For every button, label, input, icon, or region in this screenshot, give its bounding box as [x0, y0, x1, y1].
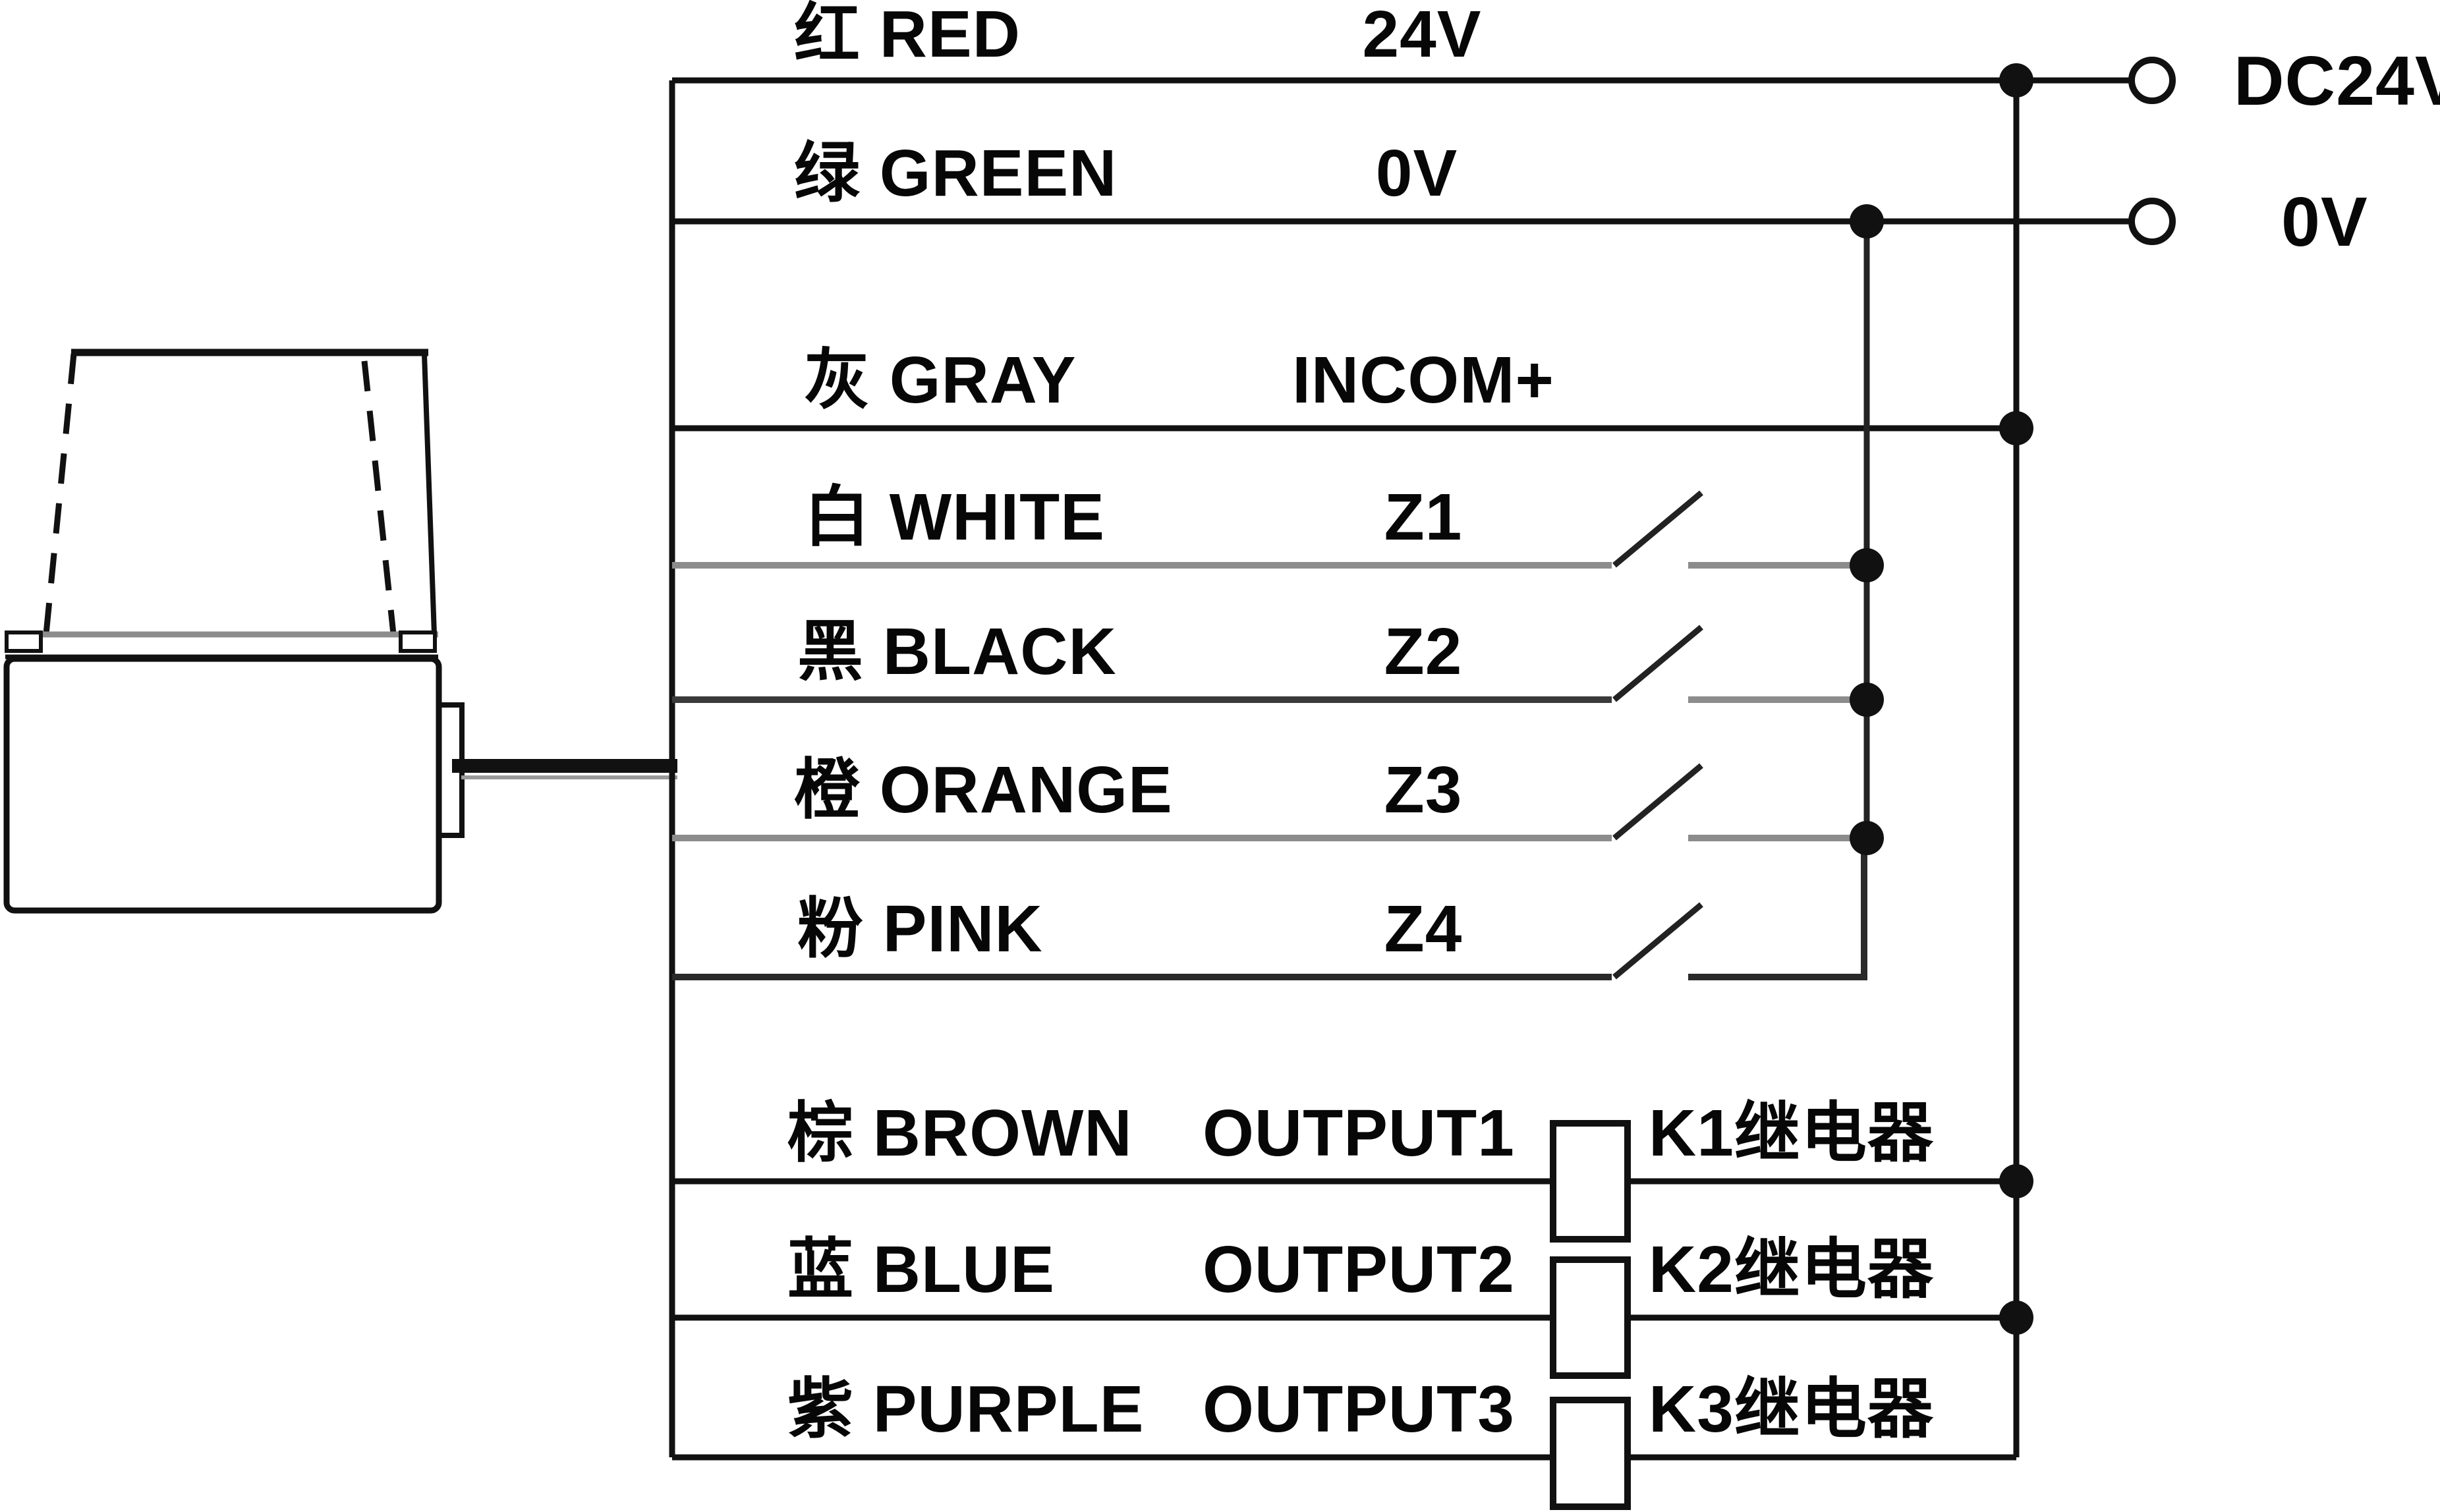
switch-z4: [1612, 902, 1703, 980]
device-cable: [452, 759, 677, 773]
device-base: [3, 656, 442, 914]
device-illustration: [3, 349, 677, 914]
label-color-pink: 粉 PINK: [797, 892, 1043, 966]
label-power-dc24v: DC24V: [2234, 42, 2440, 120]
label-signal-z3: Z3: [1384, 753, 1463, 827]
device-flange-tab-right: [399, 630, 437, 653]
relay-coil-k1: [1550, 1120, 1631, 1243]
label-color-brown: 棕 BROWN: [787, 1096, 1133, 1170]
device-flange-tab-left: [5, 630, 43, 653]
device-dome-outer-contour: [422, 354, 437, 634]
terminal-box: [669, 80, 2020, 1457]
label-power-0v: 0V: [2281, 183, 2368, 261]
label-color-blue: 蓝 BLUE: [787, 1233, 1055, 1306]
label-color-white: 白 WHITE: [804, 480, 1105, 554]
device-dome-right-edge: [361, 360, 397, 634]
label-color-gray: 灰 GRAY: [804, 343, 1077, 417]
junction-k2: [1999, 1301, 2033, 1335]
relay-coil-k3: [1550, 1397, 1631, 1510]
junction-incom: [1999, 411, 2033, 445]
junction-0v-bus-top: [1850, 204, 1884, 238]
label-signal-incom: INCOM+: [1292, 343, 1554, 417]
label-relay-k1: K1继电器: [1649, 1096, 1934, 1170]
label-color-green: 绿 GREEN: [794, 136, 1118, 210]
switch-z3: [1612, 763, 1703, 841]
junction-z1: [1850, 548, 1884, 582]
junction-z3: [1850, 821, 1884, 855]
switch-z2: [1612, 625, 1703, 702]
device-dome-left-edge: [43, 353, 77, 634]
junction-z2: [1850, 683, 1884, 717]
junction-k1: [1999, 1164, 2033, 1198]
label-color-orange: 橙 ORANGE: [794, 753, 1173, 827]
terminal-dc24v: [2128, 57, 2176, 104]
wire-z4-to-bus: [1688, 838, 1867, 980]
label-signal-output1: OUTPUT1: [1203, 1096, 1515, 1170]
label-signal-24v: 24V: [1362, 0, 1482, 71]
label-signal-output3: OUTPUT3: [1203, 1372, 1515, 1446]
terminal-0v: [2128, 198, 2176, 245]
label-relay-k3: K3继电器: [1649, 1372, 1934, 1446]
label-signal-output2: OUTPUT2: [1203, 1233, 1515, 1306]
label-signal-0v: 0V: [1375, 136, 1458, 210]
label-signal-z2: Z2: [1384, 615, 1463, 688]
label-signal-z4: Z4: [1384, 892, 1463, 966]
junction-24v-top: [1999, 63, 2033, 98]
label-signal-z1: Z1: [1384, 480, 1463, 554]
switch-z1: [1612, 490, 1703, 568]
label-relay-k2: K2继电器: [1649, 1233, 1934, 1306]
label-color-purple: 紫 PURPLE: [787, 1372, 1145, 1446]
relay-coil-k2: [1550, 1256, 1631, 1379]
label-color-black: 黑 BLACK: [797, 615, 1117, 688]
label-color-red: 红 RED: [794, 0, 1021, 71]
